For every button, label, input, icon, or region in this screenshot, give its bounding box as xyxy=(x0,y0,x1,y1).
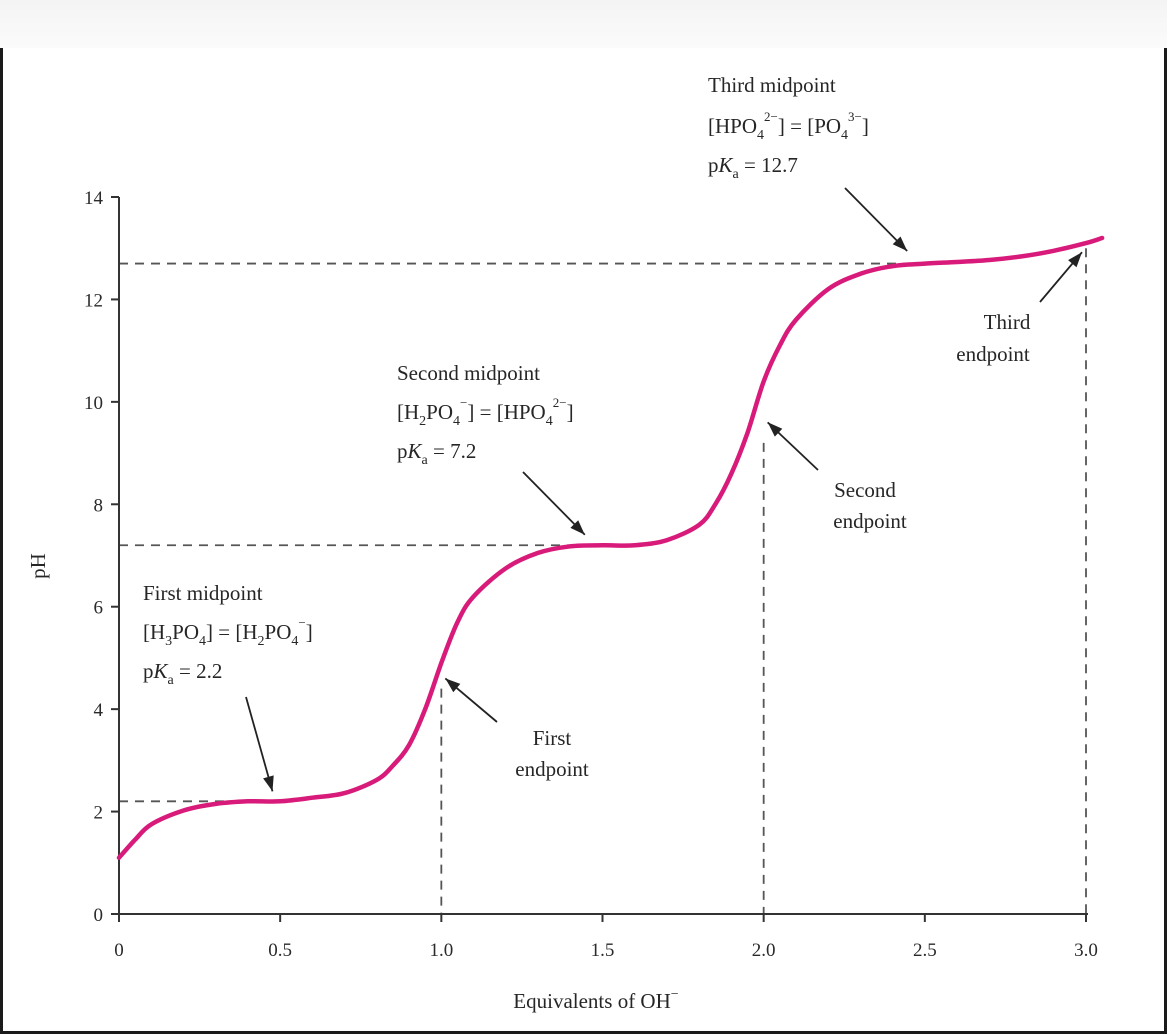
second-midpoint-title: Second midpoint xyxy=(397,361,540,385)
first-endpoint-line1: First xyxy=(533,726,572,750)
third-midpoint-title: Third midpoint xyxy=(708,73,836,97)
second-midpoint-annotation: Second midpoint [H2PO4−] = [HPO42−] pKa … xyxy=(397,361,574,468)
third-endpoint-line2: endpoint xyxy=(956,342,1030,366)
third-endpoint-annotation: Third endpoint xyxy=(956,310,1031,366)
x-tick-label-1.0: 1.0 xyxy=(429,940,453,961)
first-midpoint-equation: [H3PO4] = [H2PO4−] xyxy=(143,615,313,649)
x-tick-label-1.5: 1.5 xyxy=(591,940,615,961)
third-midpoint-equation: [HPO42−] = [PO43−] xyxy=(708,109,869,143)
x-tick-label-2.0: 2.0 xyxy=(752,940,776,961)
x-tick-label-2.5: 2.5 xyxy=(913,940,937,961)
first-midpoint-arrow-shaft xyxy=(245,696,274,792)
y-tick-label-4: 4 xyxy=(94,700,104,721)
first-midpoint-arrow-head xyxy=(263,775,274,792)
y-tick-label-10: 10 xyxy=(84,393,103,414)
axes xyxy=(111,196,1088,922)
first-endpoint-line2: endpoint xyxy=(515,757,589,781)
x-tick-label-0.5: 0.5 xyxy=(268,940,292,961)
third-midpoint-annotation: Third midpoint [HPO42−] = [PO43−] pKa = … xyxy=(708,73,869,182)
titration-curve xyxy=(116,235,1105,860)
y-tick-labels: 0 2 4 6 8 10 12 14 xyxy=(84,188,104,926)
annotation-arrows xyxy=(245,187,1083,792)
third-midpoint-pka: pKa = 12.7 xyxy=(708,153,798,182)
second-endpoint-arrow-head xyxy=(767,422,783,437)
top-band xyxy=(0,0,1167,48)
first-midpoint-annotation: First midpoint [H3PO4] = [H2PO4−] pKa = … xyxy=(143,581,313,688)
first-midpoint-title: First midpoint xyxy=(143,581,263,605)
first-endpoint-annotation: First endpoint xyxy=(515,726,589,781)
y-tick-label-0: 0 xyxy=(94,905,104,926)
second-midpoint-pka: pKa = 7.2 xyxy=(397,439,476,468)
third-midpoint-arrow-head xyxy=(892,236,908,251)
y-tick-label-12: 12 xyxy=(84,290,103,311)
x-tick-label-3.0: 3.0 xyxy=(1074,940,1098,961)
second-endpoint-line2: endpoint xyxy=(833,509,907,533)
x-axis-charge: − xyxy=(671,987,679,1002)
third-endpoint-line1: Third xyxy=(984,310,1031,334)
first-endpoint-arrow-head xyxy=(445,678,461,693)
second-midpoint-equation: [H2PO4−] = [HPO42−] xyxy=(397,395,574,429)
y-tick-label-6: 6 xyxy=(94,598,104,619)
y-tick-label-14: 14 xyxy=(84,188,104,209)
second-endpoint-annotation: Second endpoint xyxy=(833,478,907,533)
guide-lines xyxy=(119,248,1087,914)
y-tick-label-8: 8 xyxy=(94,495,104,516)
second-endpoint-line1: Second xyxy=(834,478,896,502)
second-midpoint-arrow-head xyxy=(570,520,585,535)
x-axis-title: Equivalents of OH− xyxy=(513,987,678,1013)
third-endpoint-arrow-head xyxy=(1068,252,1082,268)
x-tick-label-0: 0 xyxy=(114,940,124,961)
x-tick-labels: 0 0.5 1.0 1.5 2.0 2.5 3.0 xyxy=(114,940,1098,961)
first-midpoint-pka: pKa = 2.2 xyxy=(143,659,222,688)
y-tick-label-2: 2 xyxy=(94,803,104,824)
y-axis-title: pH xyxy=(26,553,50,579)
